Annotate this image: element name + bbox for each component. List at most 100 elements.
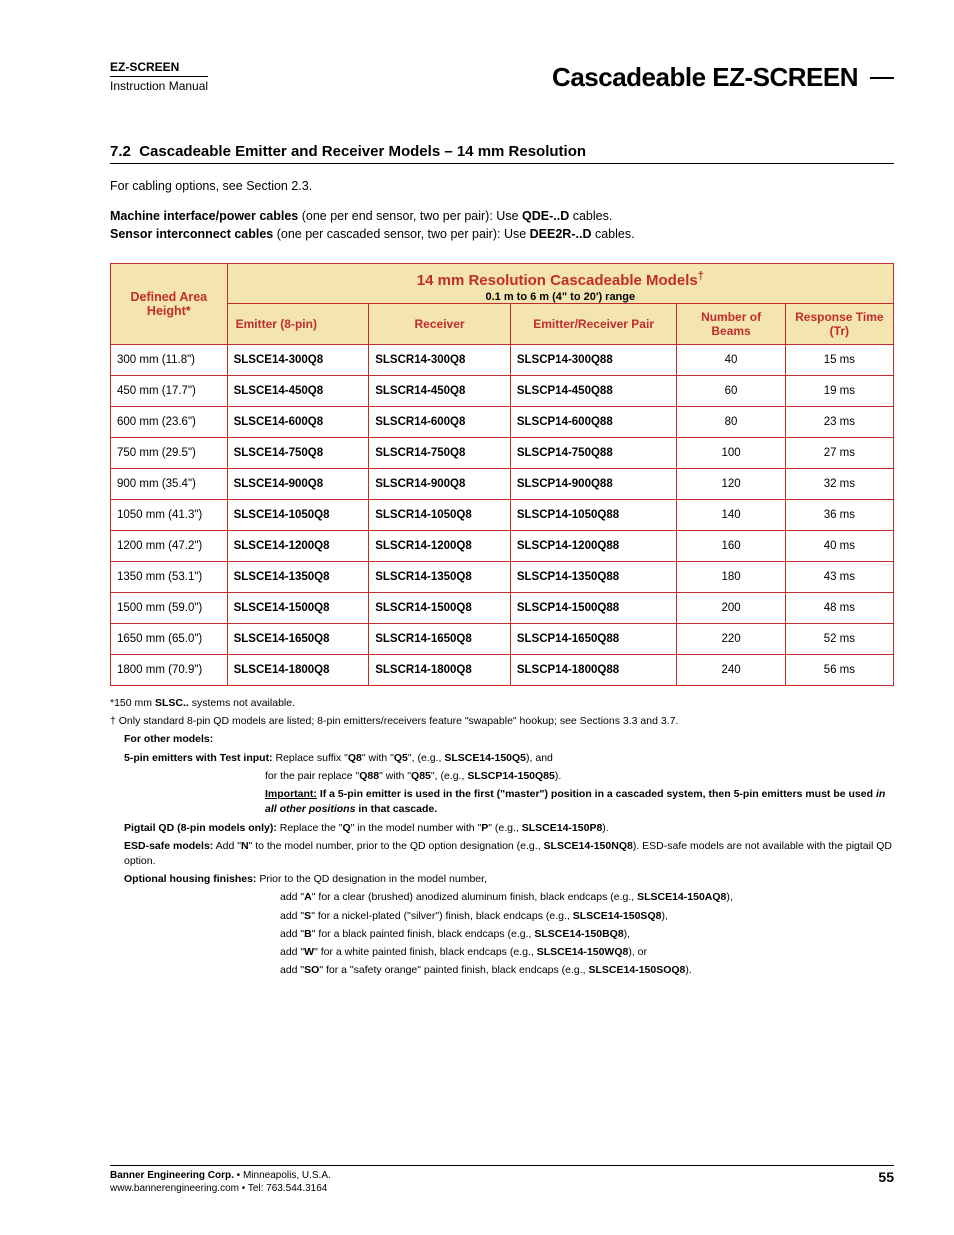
table-row: 1050 mm (41.3")SLSCE14-1050Q8SLSCR14-105… — [111, 500, 894, 531]
cell-emitter: SLSCE14-600Q8 — [227, 407, 369, 438]
table-row: 1200 mm (47.2")SLSCE14-1200Q8SLSCR14-120… — [111, 531, 894, 562]
cell-beams: 140 — [677, 500, 785, 531]
footnote-housing-s: add "S" for a nickel-plated ("silver") f… — [280, 909, 894, 924]
header-dash-icon — [870, 77, 894, 79]
footnote-asterisk: *150 mm SLSC.. systems not available. — [110, 696, 894, 711]
cell-receiver: SLSCR14-1650Q8 — [369, 624, 511, 655]
cell-receiver: SLSCR14-300Q8 — [369, 345, 511, 376]
footnote-dagger: † Only standard 8-pin QD models are list… — [110, 714, 894, 729]
cell-response: 52 ms — [785, 624, 893, 655]
footnote-5pin: 5-pin emitters with Test input: Replace … — [124, 751, 894, 766]
cell-pair: SLSCP14-750Q88 — [510, 438, 677, 469]
page-header: EZ-SCREEN Instruction Manual Cascadeable… — [110, 60, 894, 93]
cell-response: 15 ms — [785, 345, 893, 376]
cell-height: 1800 mm (70.9") — [111, 655, 228, 686]
cell-height: 750 mm (29.5") — [111, 438, 228, 469]
table-row: 1800 mm (70.9")SLSCE14-1800Q8SLSCR14-180… — [111, 655, 894, 686]
footnotes: *150 mm SLSC.. systems not available. † … — [110, 696, 894, 979]
cell-pair: SLSCP14-1800Q88 — [510, 655, 677, 686]
cell-receiver: SLSCR14-1200Q8 — [369, 531, 511, 562]
intro-line-1: For cabling options, see Section 2.3. — [110, 178, 894, 196]
cell-response: 32 ms — [785, 469, 893, 500]
cell-pair: SLSCP14-450Q88 — [510, 376, 677, 407]
cell-emitter: SLSCE14-450Q8 — [227, 376, 369, 407]
manual-subtitle: Instruction Manual — [110, 79, 208, 93]
models-table: Defined Area Height* 14 mm Resolution Ca… — [110, 263, 894, 686]
cell-beams: 80 — [677, 407, 785, 438]
cell-pair: SLSCP14-300Q88 — [510, 345, 677, 376]
col-pair: Emitter/Receiver Pair — [510, 304, 677, 345]
cell-beams: 40 — [677, 345, 785, 376]
cell-response: 23 ms — [785, 407, 893, 438]
table-row: 1650 mm (65.0")SLSCE14-1650Q8SLSCR14-165… — [111, 624, 894, 655]
footnote-housing-w: add "W" for a white painted finish, blac… — [280, 945, 894, 960]
cell-height: 450 mm (17.7") — [111, 376, 228, 407]
cell-emitter: SLSCE14-1650Q8 — [227, 624, 369, 655]
footer-left: Banner Engineering Corp. • Minneapolis, … — [110, 1169, 331, 1195]
cell-emitter: SLSCE14-900Q8 — [227, 469, 369, 500]
section-heading: 7.2 Cascadeable Emitter and Receiver Mod… — [110, 143, 894, 164]
header-left: EZ-SCREEN Instruction Manual — [110, 60, 208, 93]
cell-receiver: SLSCR14-1500Q8 — [369, 593, 511, 624]
cell-receiver: SLSCR14-750Q8 — [369, 438, 511, 469]
cell-emitter: SLSCE14-300Q8 — [227, 345, 369, 376]
cell-response: 56 ms — [785, 655, 893, 686]
cell-emitter: SLSCE14-750Q8 — [227, 438, 369, 469]
cell-beams: 200 — [677, 593, 785, 624]
footnote-housing-a: add "A" for a clear (brushed) anodized a… — [280, 890, 894, 905]
cell-emitter: SLSCE14-1350Q8 — [227, 562, 369, 593]
cell-emitter: SLSCE14-1050Q8 — [227, 500, 369, 531]
table-row: 300 mm (11.8")SLSCE14-300Q8SLSCR14-300Q8… — [111, 345, 894, 376]
cell-beams: 160 — [677, 531, 785, 562]
footnote-5pin-line2: for the pair replace "Q88" with "Q85", (… — [265, 769, 894, 784]
cell-beams: 240 — [677, 655, 785, 686]
col-beams: Number of Beams — [677, 304, 785, 345]
cell-height: 1650 mm (65.0") — [111, 624, 228, 655]
cell-pair: SLSCP14-1500Q88 — [510, 593, 677, 624]
cell-emitter: SLSCE14-1800Q8 — [227, 655, 369, 686]
footnote-esd: ESD-safe models: Add "N" to the model nu… — [124, 839, 894, 869]
table-row: 450 mm (17.7")SLSCE14-450Q8SLSCR14-450Q8… — [111, 376, 894, 407]
section-title: Cascadeable EZ-SCREEN — [552, 62, 858, 93]
cell-response: 43 ms — [785, 562, 893, 593]
page-number: 55 — [878, 1169, 894, 1185]
cell-pair: SLSCP14-1650Q88 — [510, 624, 677, 655]
cell-beams: 180 — [677, 562, 785, 593]
cell-response: 48 ms — [785, 593, 893, 624]
col-receiver: Receiver — [369, 304, 511, 345]
cell-height: 600 mm (23.6") — [111, 407, 228, 438]
table-body: 300 mm (11.8")SLSCE14-300Q8SLSCR14-300Q8… — [111, 345, 894, 686]
cell-response: 27 ms — [785, 438, 893, 469]
cell-response: 19 ms — [785, 376, 893, 407]
cell-beams: 60 — [677, 376, 785, 407]
footnote-housing-intro: Optional housing finishes: Prior to the … — [124, 872, 894, 887]
cell-height: 1350 mm (53.1") — [111, 562, 228, 593]
footnote-pigtail: Pigtail QD (8-pin models only): Replace … — [124, 821, 894, 836]
footnote-housing-so: add "SO" for a "safety orange" painted f… — [280, 963, 894, 978]
cell-beams: 100 — [677, 438, 785, 469]
table-row: 900 mm (35.4")SLSCE14-900Q8SLSCR14-900Q8… — [111, 469, 894, 500]
intro-block: For cabling options, see Section 2.3. Ma… — [110, 178, 894, 243]
cell-receiver: SLSCR14-450Q8 — [369, 376, 511, 407]
cell-pair: SLSCP14-1050Q88 — [510, 500, 677, 531]
cell-pair: SLSCP14-1200Q88 — [510, 531, 677, 562]
cell-pair: SLSCP14-1350Q88 — [510, 562, 677, 593]
table-row: 600 mm (23.6")SLSCE14-600Q8SLSCR14-600Q8… — [111, 407, 894, 438]
footnote-other-models: For other models: — [124, 732, 894, 747]
table-row: 750 mm (29.5")SLSCE14-750Q8SLSCR14-750Q8… — [111, 438, 894, 469]
header-right: Cascadeable EZ-SCREEN — [552, 62, 894, 93]
cell-pair: SLSCP14-600Q88 — [510, 407, 677, 438]
cell-height: 1500 mm (59.0") — [111, 593, 228, 624]
cell-receiver: SLSCR14-1050Q8 — [369, 500, 511, 531]
intro-line-2: Machine interface/power cables (one per … — [110, 208, 894, 243]
cell-beams: 220 — [677, 624, 785, 655]
cell-height: 1050 mm (41.3") — [111, 500, 228, 531]
col-emitter: Emitter (8-pin) — [227, 304, 369, 345]
cell-receiver: SLSCR14-900Q8 — [369, 469, 511, 500]
col-response: Response Time (Tr) — [785, 304, 893, 345]
brand-name: EZ-SCREEN — [110, 60, 208, 77]
table-row: 1350 mm (53.1")SLSCE14-1350Q8SLSCR14-135… — [111, 562, 894, 593]
cell-response: 40 ms — [785, 531, 893, 562]
footnote-housing-b: add "B" for a black painted finish, blac… — [280, 927, 894, 942]
cell-height: 300 mm (11.8") — [111, 345, 228, 376]
